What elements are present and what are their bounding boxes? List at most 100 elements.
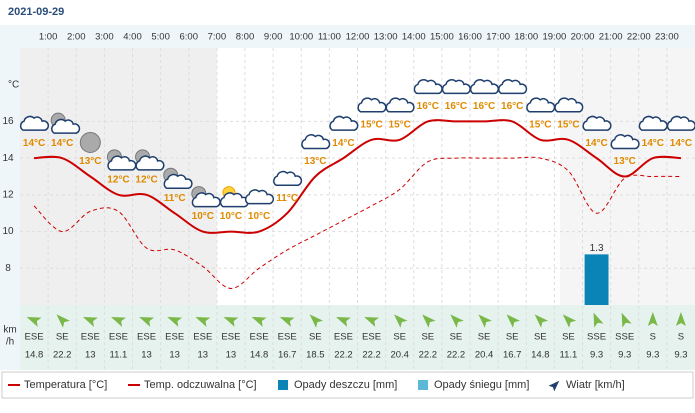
wind-speed: 9.3 — [674, 350, 687, 361]
temp-label: 12°C — [107, 174, 129, 185]
wind-speed: 22.2 — [334, 350, 353, 361]
temp-label: 16°C — [501, 101, 523, 112]
wind-arrow — [593, 312, 604, 328]
wind-speed: 16.7 — [278, 350, 297, 361]
temp-label: 10°C — [248, 211, 270, 222]
wind-arrow — [422, 314, 436, 328]
temp-label: 16°C — [473, 101, 495, 112]
wind-direction: SE — [478, 332, 491, 343]
wind-speed: 18.5 — [306, 350, 325, 361]
feels-like-line — [33, 156, 681, 289]
wind-speed: 14.8 — [531, 350, 550, 361]
cloud-icon — [51, 118, 81, 134]
x-tick-label: 16:00 — [458, 32, 482, 43]
wind-direction: S — [650, 332, 656, 343]
wind-direction: SE — [56, 332, 69, 343]
temp-label: 14°C — [23, 138, 45, 149]
wind-unit: /h — [6, 337, 14, 348]
wind-speed: 11.1 — [110, 350, 128, 361]
weather-icon — [329, 115, 359, 131]
wind-speed: 20.4 — [390, 350, 409, 361]
cloud-icon — [301, 134, 331, 150]
wind-direction: ESE — [250, 332, 269, 343]
wind-speed: 13 — [85, 350, 96, 361]
wind-speed: 14.8 — [250, 350, 269, 361]
y-tick-label: 10 — [2, 226, 14, 237]
temp-label: 15°C — [360, 119, 382, 130]
wind-direction: SSE — [587, 332, 606, 343]
temp-label: 10°C — [192, 211, 214, 222]
cloud-icon — [135, 155, 165, 171]
x-tick-label: 15:00 — [430, 32, 454, 43]
legend-box — [1, 371, 694, 399]
wind-speed: 9.3 — [646, 350, 659, 361]
weather-icon — [106, 149, 137, 171]
weather-icon — [441, 79, 471, 95]
weather-icon — [526, 97, 556, 113]
wind-arrow — [364, 316, 380, 327]
wind-speed: 9.3 — [590, 350, 603, 361]
wind-direction: SSE — [615, 332, 634, 343]
temp-label: 13°C — [79, 156, 101, 167]
wind-speed: 11.1 — [560, 350, 578, 361]
wind-arrow — [506, 314, 520, 328]
temp-label: 13°C — [614, 156, 636, 167]
x-tick-label: 23:00 — [655, 32, 679, 43]
wind-speed: 13 — [169, 350, 180, 361]
temp-label: 16°C — [445, 101, 467, 112]
x-tick-label: 3:00 — [95, 32, 114, 43]
x-tick-label: 2:00 — [67, 32, 86, 43]
cloud-icon — [582, 115, 612, 131]
temp-label: 11°C — [164, 193, 186, 204]
legend-label: Opady deszczu [mm] — [294, 379, 397, 391]
y-tick-label: 12 — [2, 189, 14, 200]
wind-arrow — [336, 316, 351, 327]
cloud-icon — [638, 115, 668, 131]
legend-label: Temp. odczuwalna [°C] — [144, 379, 257, 391]
temp-label: 14°C — [51, 138, 73, 149]
cloud-icon — [469, 79, 500, 95]
wind-arrow — [562, 314, 577, 328]
wind-direction: ESE — [278, 332, 297, 343]
legend-label: Opady śniegu [mm] — [434, 379, 529, 391]
wind-speed: 9.3 — [618, 350, 631, 361]
wind-speed: 22.2 — [362, 350, 381, 361]
temp-label: 10°C — [220, 211, 242, 222]
wind-speed: 20.4 — [475, 350, 494, 361]
weather-icon — [638, 115, 668, 131]
temp-label: 14°C — [670, 138, 692, 149]
wind-arrow — [647, 312, 658, 326]
x-tick-label: 18:00 — [514, 32, 538, 43]
wind-arrow — [478, 314, 492, 328]
x-tick-label: 19:00 — [542, 32, 566, 43]
cloud-icon — [357, 97, 387, 113]
cloud-icon — [554, 97, 584, 113]
weather-icon — [135, 149, 165, 171]
legend-label: Wiatr [km/h] — [566, 379, 625, 391]
cloud-icon — [413, 79, 443, 95]
wind-arrow — [251, 316, 267, 327]
temp-label: 15°C — [529, 119, 551, 130]
cloud-icon — [385, 97, 415, 113]
y-tick-label: 8 — [5, 263, 11, 274]
wind-arrow — [195, 316, 211, 327]
wind-direction: ESE — [109, 332, 128, 343]
x-tick-label: 8:00 — [236, 32, 255, 43]
wind-arrow — [111, 316, 126, 327]
temp-label: 15°C — [389, 119, 411, 130]
x-tick-label: 9:00 — [264, 32, 283, 43]
wind-arrow — [450, 314, 464, 328]
cloud-icon — [441, 79, 471, 95]
wind-direction: SE — [562, 332, 575, 343]
cloud-icon — [273, 170, 303, 186]
x-tick-label: 14:00 — [402, 32, 426, 43]
weather-icon — [273, 170, 303, 186]
legend-label: Temperatura [°C] — [24, 379, 107, 391]
weather-icon — [385, 97, 415, 113]
weather-icon — [191, 186, 221, 208]
wind-arrow — [56, 314, 70, 328]
weather-icon — [50, 112, 81, 134]
wind-speed: 22.2 — [419, 350, 438, 361]
wind-speed: 14.8 — [25, 350, 44, 361]
x-tick-label: 7:00 — [208, 32, 227, 43]
